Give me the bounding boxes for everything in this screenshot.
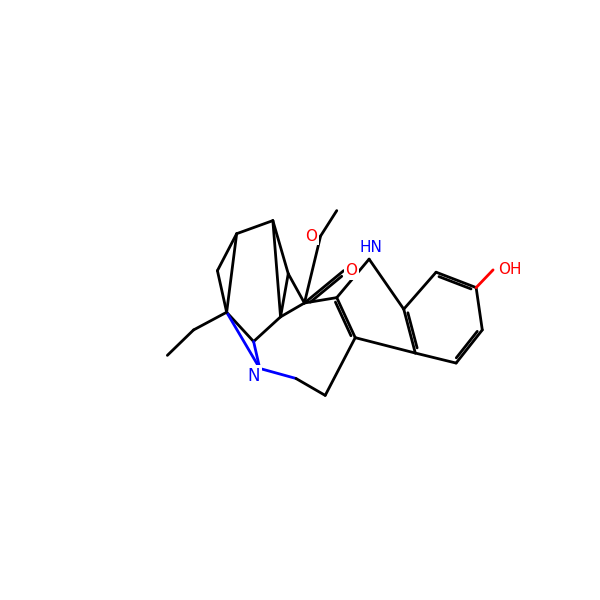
Text: HN: HN <box>360 240 383 255</box>
Text: N: N <box>247 367 260 385</box>
Text: OH: OH <box>498 262 522 277</box>
Text: O: O <box>305 229 317 244</box>
Text: O: O <box>346 263 358 278</box>
